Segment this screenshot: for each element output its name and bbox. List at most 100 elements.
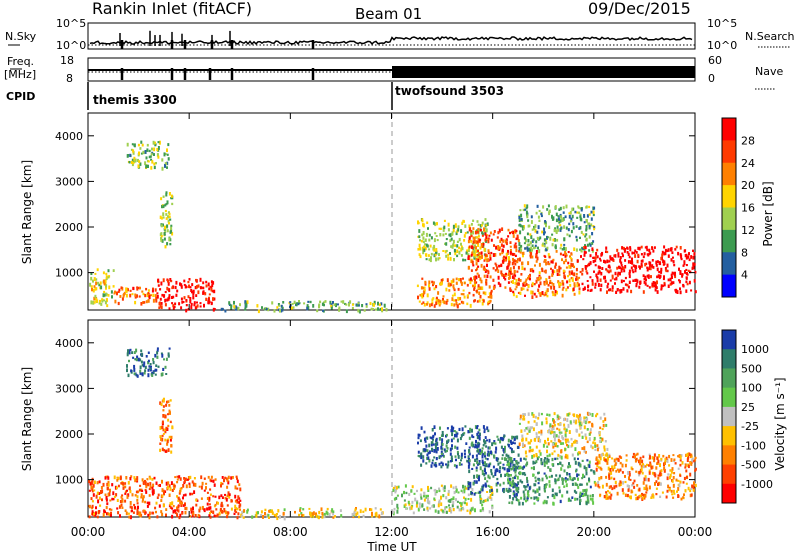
- velocity-cell: [474, 425, 477, 429]
- power-cell: [424, 238, 427, 242]
- power-cell: [666, 263, 669, 268]
- velocity-cell: [646, 463, 648, 466]
- power-cell: [549, 236, 552, 241]
- velocity-cell: [156, 355, 159, 359]
- power-cell: [585, 219, 588, 222]
- power-cell: [171, 202, 174, 206]
- velocity-cell: [628, 485, 631, 489]
- velocity-cell: [442, 454, 445, 458]
- power-cell: [477, 223, 480, 226]
- power-cell: [646, 253, 649, 256]
- power-cell: [454, 252, 457, 256]
- power-cell: [523, 281, 526, 284]
- power-cell: [324, 300, 327, 303]
- velocity-cell: [575, 440, 578, 443]
- power-cell: [490, 294, 493, 299]
- power-cell: [513, 270, 516, 274]
- velocity-cell: [193, 477, 196, 480]
- power-cell: [619, 289, 622, 292]
- power-cell: [235, 308, 238, 311]
- velocity-cell: [176, 506, 178, 510]
- power-cell: [437, 298, 440, 303]
- velocity-cell: [169, 506, 172, 509]
- velocity-cell: [499, 439, 502, 444]
- power-cell: [173, 305, 176, 309]
- velocity-cell: [592, 501, 595, 505]
- power-cell: [289, 301, 292, 304]
- velocity-cell: [120, 496, 123, 499]
- velocity-cell: [180, 487, 183, 490]
- power-cell: [497, 245, 500, 249]
- power-cell: [144, 150, 147, 154]
- velocity-cell: [537, 437, 540, 441]
- velocity-cell: [558, 431, 561, 434]
- power-cell: [578, 283, 580, 287]
- power-cell: [467, 255, 470, 258]
- velocity-cell: [485, 463, 488, 467]
- velocity-cell: [162, 399, 165, 402]
- power-cell: [442, 250, 445, 252]
- power-cell: [527, 261, 530, 266]
- velocity-cell: [635, 470, 638, 473]
- power-cell: [298, 300, 300, 303]
- velocity-cell: [675, 478, 678, 482]
- power-cell: [664, 248, 667, 253]
- velocity-cell: [581, 459, 584, 462]
- power-cell: [509, 245, 512, 248]
- power-cell: [204, 292, 207, 296]
- velocity-cell: [207, 475, 210, 479]
- velocity-cell: [514, 474, 517, 477]
- velocity-cell: [161, 425, 164, 430]
- velocity-cell: [693, 459, 695, 463]
- power-cell: [199, 277, 202, 282]
- velocity-cell: [163, 504, 165, 507]
- velocity-cell: [477, 476, 480, 480]
- velocity-cell: [576, 497, 579, 501]
- velocity-cell: [167, 424, 170, 428]
- velocity-cell: [481, 472, 484, 476]
- velocity-cell: [529, 446, 532, 449]
- velocity-cell: [164, 490, 167, 493]
- power-cell: [529, 247, 532, 252]
- velocity-cell: [509, 461, 512, 465]
- velocity-cell: [595, 457, 598, 461]
- power-cell: [145, 156, 148, 160]
- velocity-cell: [475, 444, 478, 448]
- power-cell: [169, 243, 172, 246]
- velocity-cell: [630, 495, 632, 500]
- power-cell: [678, 267, 680, 271]
- power-cell: [588, 262, 591, 267]
- velocity-cell: [576, 473, 579, 478]
- velocity-cell: [665, 456, 668, 460]
- power-cell: [477, 235, 480, 238]
- velocity-cell: [634, 455, 636, 459]
- velocity-cell: [143, 371, 146, 375]
- velocity-cell: [551, 424, 554, 428]
- power-cell: [164, 163, 166, 168]
- velocity-cell: [573, 440, 575, 444]
- power-cell: [583, 221, 586, 224]
- velocity-cell: [430, 441, 433, 445]
- velocity-cell: [670, 489, 673, 493]
- velocity-cell: [465, 487, 468, 490]
- power-cell: [579, 226, 582, 230]
- power-cell: [351, 303, 354, 306]
- velocity-cell: [411, 485, 414, 489]
- velocity-colorbar-swatch: [722, 445, 736, 466]
- velocity-cell: [223, 478, 225, 483]
- power-cell: [417, 295, 419, 300]
- velocity-cell: [575, 414, 578, 418]
- power-cell: [632, 264, 635, 268]
- velocity-cell: [163, 449, 166, 452]
- velocity-cell: [464, 497, 467, 501]
- velocity-cell: [669, 469, 672, 472]
- power-cell: [421, 218, 424, 221]
- velocity-cell: [506, 460, 509, 463]
- power-cell: [451, 297, 454, 302]
- velocity-cell: [110, 508, 113, 511]
- velocity-cell: [417, 507, 420, 512]
- velocity-cell: [209, 515, 212, 519]
- velocity-cell: [236, 499, 239, 502]
- velocity-cell: [545, 461, 548, 464]
